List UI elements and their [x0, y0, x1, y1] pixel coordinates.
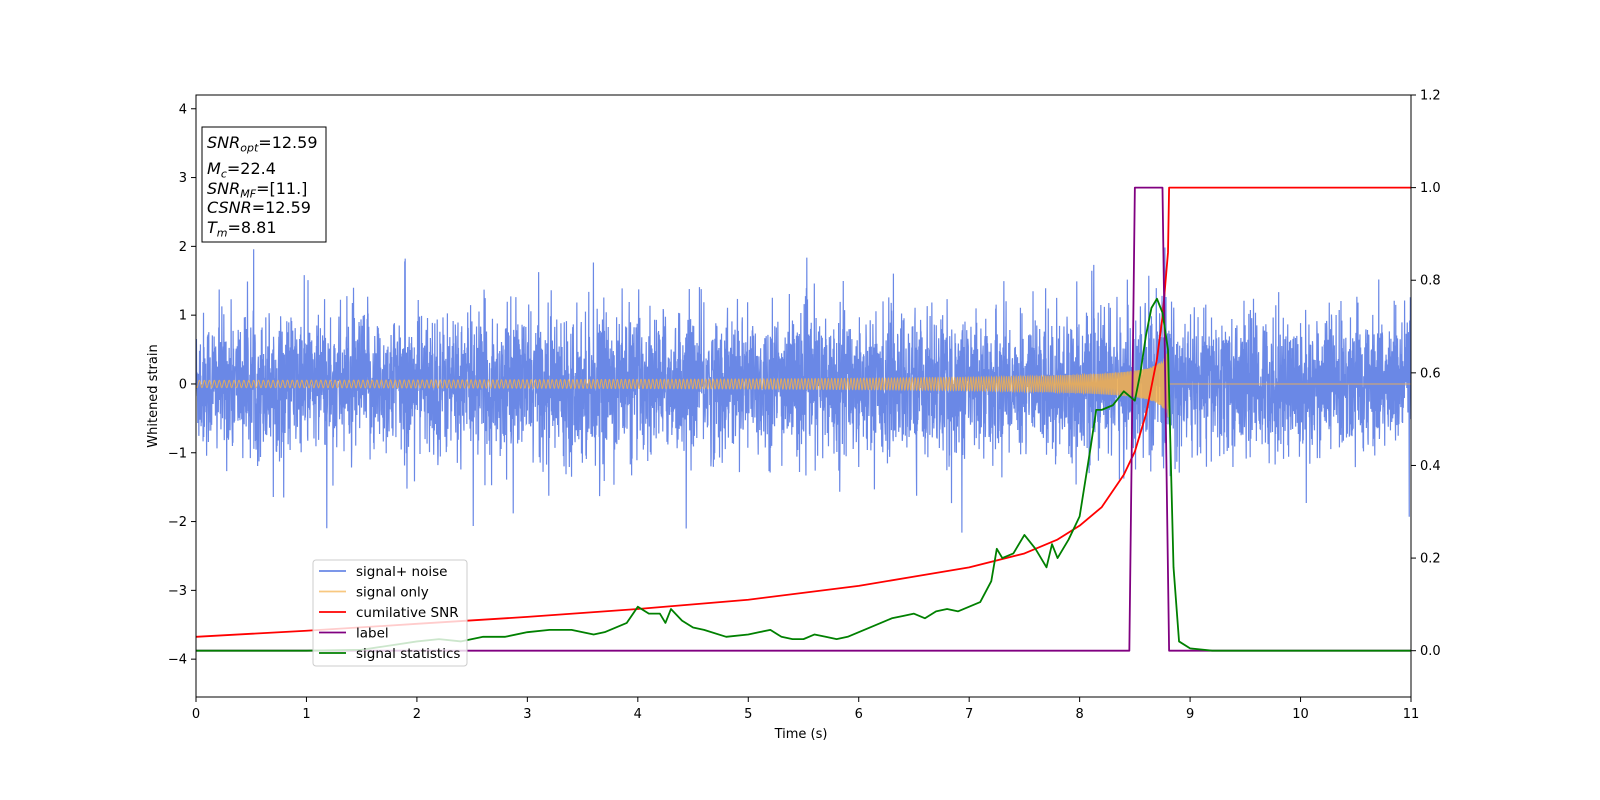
series-cumulative-snr-line: [196, 186, 1411, 638]
plot-area: [196, 186, 1411, 652]
y-right-tick-label: 0.6: [1420, 366, 1441, 381]
y-right-tick-label: 0.8: [1420, 274, 1441, 289]
info-line: CSNR=12.59: [207, 198, 311, 217]
series-signal-statistics-line: [196, 297, 1411, 652]
x-axis-title: Time (s): [774, 727, 828, 742]
y-left-tick-label: 1: [179, 309, 187, 324]
legend-label-label: label: [356, 626, 389, 642]
y-left-tick-label: −3: [168, 584, 187, 599]
legend-signal-only-label: signal only: [356, 585, 429, 601]
x-tick-label: 4: [634, 707, 642, 722]
info-line: SNRMF=[11.]: [207, 179, 307, 201]
y-left-tick-label: −1: [168, 446, 187, 461]
x-tick-label: 1: [302, 707, 310, 722]
y-right-tick-label: 1.0: [1420, 181, 1441, 196]
x-tick-label: 10: [1292, 707, 1309, 722]
x-tick-label: 6: [855, 707, 863, 722]
y-right-tick-label: 0.0: [1420, 644, 1441, 659]
axes-layer: 0 1 2 3 4 5 6 7 8 9 10 11 −4 −3 −2 −1 0 1 2 3 4 0.0 0.2 0.4 0.6 0…: [168, 89, 1441, 723]
y-left-tick-label: 2: [179, 240, 187, 255]
x-tick-label: 5: [744, 707, 752, 722]
y-left-tick-label: −2: [168, 515, 187, 530]
y-left-tick-label: 0: [179, 377, 187, 392]
x-tick-label: 9: [1186, 707, 1194, 722]
y-axis-title-left: Whitened strain: [146, 344, 161, 447]
y-right-tick-label: 1.2: [1420, 89, 1441, 104]
y-right-tick-label: 0.4: [1420, 459, 1441, 474]
legend-signal-statistics-label: signal statistics: [356, 646, 460, 662]
x-tick-label: 11: [1403, 707, 1420, 722]
x-tick-label: 2: [413, 707, 421, 722]
x-tick-label: 3: [523, 707, 531, 722]
info-line: Mc=22.4: [207, 159, 276, 181]
y-left-tick-label: 3: [179, 171, 187, 186]
legend: signal+ noise signal only cumilative SNR la…: [312, 559, 468, 667]
series-signal-only-line: [196, 351, 1411, 418]
x-tick-label: 7: [965, 707, 973, 722]
x-tick-label: 8: [1075, 707, 1083, 722]
info-line: Tm=8.81: [207, 218, 277, 240]
x-tick-label: 0: [192, 707, 200, 722]
legend-frame: [312, 559, 468, 667]
legend-cumulative-snr-label: cumilative SNR: [356, 605, 459, 621]
info-annotation-box: SNRopt=12.59 Mc=22.4SNRMF=[11.]CSNR=12.59…: [201, 126, 327, 243]
y-right-tick-label: 0.2: [1420, 552, 1441, 567]
legend-signal-noise-label: signal+ noise: [356, 564, 447, 580]
series-signal-noise-line: [196, 247, 1411, 533]
y-left-tick-label: −4: [168, 653, 187, 668]
y-left-tick-label: 4: [179, 102, 187, 117]
plot-frame: [195, 94, 1412, 698]
info-line: SNRopt=12.59: [207, 133, 318, 155]
info-box-frame: [201, 126, 327, 243]
